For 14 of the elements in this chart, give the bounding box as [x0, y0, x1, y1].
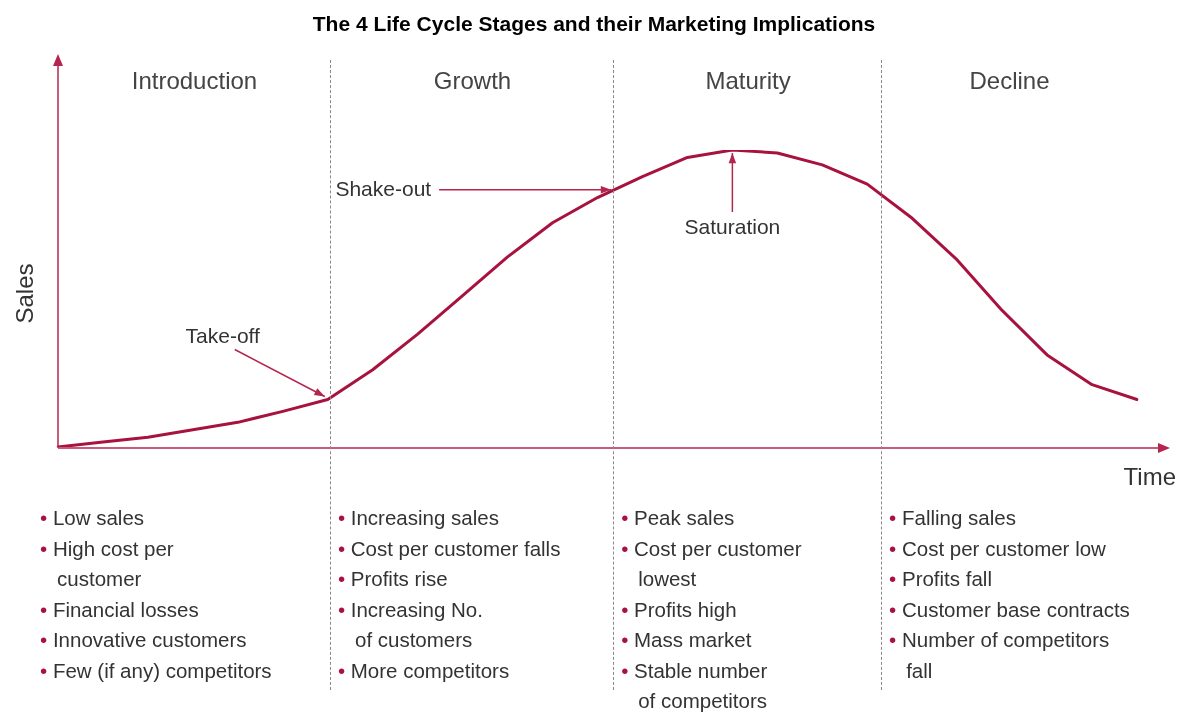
annotation: Shake-out — [335, 176, 432, 200]
text: • Peak sales • Cost per customer lowest • Profits high • Mass market • Stable number of competitors — [621, 506, 802, 712]
text: Maturity — [705, 66, 791, 94]
text: Introduction — [131, 66, 258, 94]
x-axis-title: Time — [1123, 462, 1176, 490]
annotation: Take-off — [185, 324, 261, 348]
chart-title: The 4 Life Cycle Stages and their Marketing Implications — [311, 12, 877, 36]
text: • Low sales • High cost per customer • Financial losses • Innovative customers • Few (if any) competitors — [40, 506, 272, 682]
text: Decline — [969, 66, 1050, 94]
text: • Increasing sales • Cost per customer falls • Profits rise • Increasing No. of customers • More competitors — [337, 506, 561, 682]
y-axis-title: Sales — [10, 263, 38, 324]
text: • Falling sales • Cost per customer low • Profits fall • Customer base contracts • Number of competitors fall — [889, 506, 1130, 682]
annotation: Saturation — [684, 214, 781, 238]
text: Growth — [433, 66, 512, 94]
